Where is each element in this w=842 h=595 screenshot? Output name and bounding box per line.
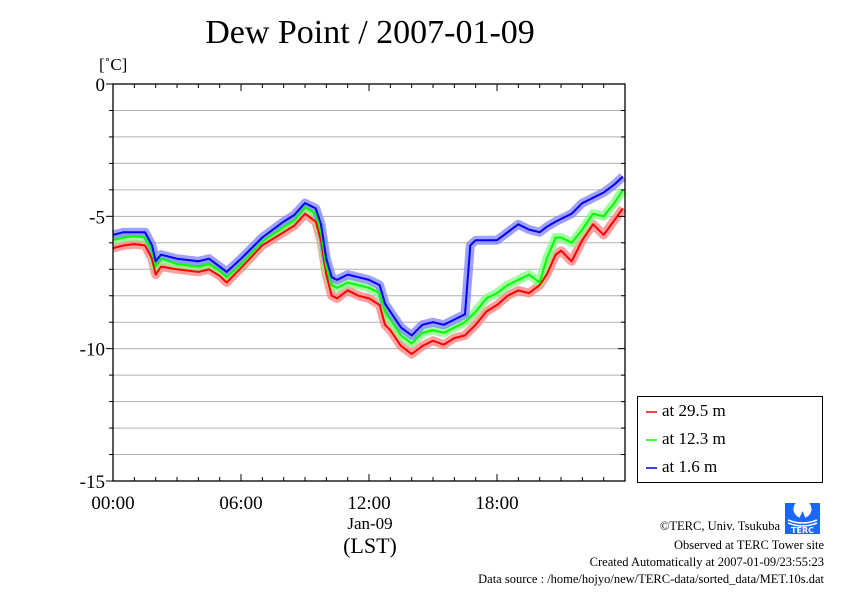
chart-title: Dew Point / 2007-01-09 (205, 14, 535, 51)
legend-swatch-green (646, 439, 657, 442)
y-tick-label: -15 (80, 472, 105, 493)
x-tick-label: 00:00 (91, 493, 134, 514)
svg-text:TERC: TERC (791, 526, 814, 534)
series-line-2 (112, 175, 624, 337)
x-tick-label: 06:00 (219, 493, 262, 514)
terc-logo: TERC (785, 503, 820, 534)
credit-copyright: ©TERC, Univ. Tsukuba (659, 519, 780, 533)
credit-observed: Observed at TERC Tower site (673, 538, 824, 552)
y-tick-label: -5 (89, 207, 105, 228)
series-band-1 (111, 187, 627, 348)
series-line-1 (112, 189, 624, 345)
x-axis-label: (LST) (343, 533, 397, 558)
y-tick-label: -10 (80, 340, 105, 361)
credit-created: Created Automatically at 2007-01-09/23:5… (589, 555, 824, 569)
legend-label: at 29.5 m (662, 401, 726, 420)
legend-label: at 12.3 m (662, 429, 726, 448)
legend-item-29-5m: at 29.5 m (646, 401, 726, 421)
x-tick-label: 18:00 (475, 493, 518, 514)
legend: at 29.5 m at 12.3 m at 1.6 m (637, 396, 823, 483)
y-axis-unit: [˚C] (99, 55, 128, 74)
legend-swatch-blue (646, 467, 657, 470)
legend-item-12-3m: at 12.3 m (646, 429, 726, 449)
x-tick-label: 12:00 (347, 493, 390, 514)
y-tick-label: 0 (96, 75, 106, 96)
series-line-0 (112, 207, 624, 355)
legend-label: at 1.6 m (662, 457, 718, 476)
legend-swatch-red (646, 411, 657, 414)
legend-item-1-6m: at 1.6 m (646, 457, 717, 477)
x-axis-date-label: Jan-09 (347, 514, 393, 533)
credit-source: Data source : /home/hojyo/new/TERC-data/… (478, 572, 824, 586)
